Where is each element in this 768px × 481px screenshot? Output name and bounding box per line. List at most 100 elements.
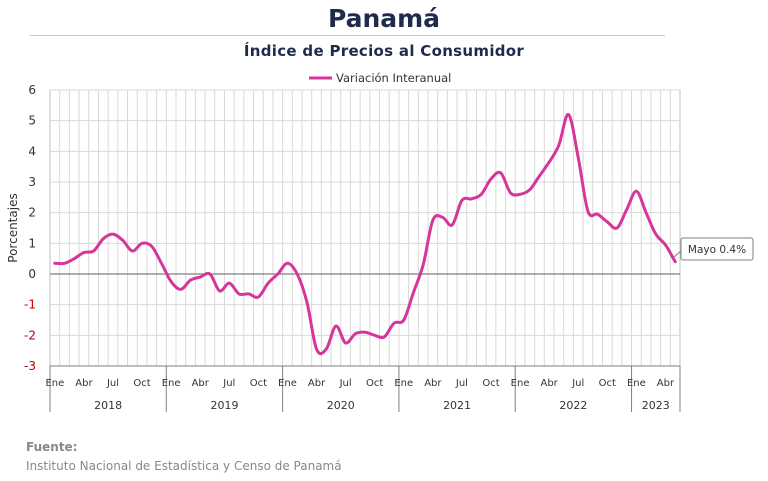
y-tick-label: 6 — [28, 83, 36, 97]
data-point — [199, 275, 202, 279]
data-point — [654, 232, 657, 236]
data-point — [363, 331, 367, 334]
data-point — [392, 321, 396, 325]
data-point — [150, 245, 153, 248]
callout: Mayo 0.4% — [673, 237, 754, 261]
y-tick-label: 1 — [28, 236, 36, 250]
y-axis-label: Porcentajes — [6, 193, 20, 262]
y-tick-label: 5 — [28, 114, 36, 128]
x-month-label: Ene — [511, 378, 530, 389]
x-month-label: Ene — [45, 378, 64, 389]
y-tick-label: -3 — [24, 359, 36, 373]
data-point — [237, 292, 241, 296]
x-month-label: Abr — [657, 378, 675, 389]
data-point — [131, 249, 134, 253]
x-month-label: Oct — [250, 378, 267, 389]
legend-label: Variación Interanual — [336, 71, 451, 85]
data-point — [625, 208, 628, 211]
legend: Variación Interanual — [309, 71, 451, 85]
x-month-label: Oct — [599, 378, 616, 389]
data-point — [73, 257, 76, 260]
data-point — [460, 199, 464, 202]
x-year-label: 2019 — [210, 399, 238, 412]
x-month-label: Ene — [394, 378, 413, 389]
y-tick-label: 4 — [28, 144, 36, 158]
data-point — [344, 341, 347, 345]
x-year-label: 2018 — [94, 399, 122, 412]
callout-label: Mayo 0.4% — [688, 244, 746, 256]
data-point — [489, 177, 493, 181]
chart-subtitle: Índice de Precios al Consumidor — [243, 42, 525, 60]
y-tick-label: 0 — [28, 267, 36, 281]
data-point — [92, 249, 95, 253]
data-point — [509, 191, 512, 194]
data-point — [160, 262, 163, 265]
title-divider — [30, 35, 665, 36]
x-month-label: Jul — [455, 378, 468, 389]
data-point — [63, 262, 66, 265]
data-point — [402, 318, 405, 322]
x-month-label: Jul — [571, 378, 584, 389]
data-point — [276, 272, 279, 276]
data-point — [208, 272, 212, 276]
x-axis: Ene Abr Jul Oct Ene Abr Jul Oct Ene Abr Jul Oct Ene A… — [45, 365, 681, 412]
x-month-label: Jul — [222, 378, 235, 389]
y-tick-label: 3 — [28, 175, 36, 189]
source-text: Instituto Nacional de Estadística y Cens… — [26, 459, 342, 473]
y-tick-label: 2 — [28, 206, 36, 220]
data-point — [305, 300, 308, 303]
plot-area-background — [49, 89, 681, 367]
data-point — [257, 295, 260, 299]
y-tick-label: -1 — [24, 298, 36, 312]
x-year-label: 2022 — [559, 399, 587, 412]
x-month-label: Ene — [278, 378, 297, 389]
data-point — [451, 223, 454, 227]
data-point — [179, 288, 182, 291]
data-point — [664, 243, 667, 247]
data-point — [518, 193, 522, 196]
data-point — [615, 226, 619, 230]
data-point — [102, 237, 105, 240]
data-point — [53, 262, 56, 265]
data-point — [635, 190, 638, 193]
data-point — [528, 188, 531, 191]
x-month-label: Ene — [627, 378, 646, 389]
x-month-label: Jul — [106, 378, 119, 389]
x-month-label: Oct — [482, 378, 499, 389]
callout-box — [680, 237, 754, 261]
data-point — [373, 334, 376, 337]
x-month-label: Abr — [75, 378, 93, 389]
data-point — [334, 324, 338, 328]
data-point — [644, 211, 648, 214]
x-month-label: Jul — [339, 378, 352, 389]
data-point — [325, 347, 328, 351]
x-month-label: Abr — [540, 378, 558, 389]
data-point — [674, 260, 677, 263]
data-point — [286, 262, 289, 265]
data-point — [470, 197, 473, 201]
data-point — [189, 278, 192, 282]
x-month-label: Abr — [424, 378, 442, 389]
data-point — [596, 213, 599, 216]
data-point — [499, 171, 502, 174]
x-month-label: Abr — [308, 378, 326, 389]
data-point — [586, 209, 590, 213]
data-point — [567, 113, 570, 116]
data-point — [441, 216, 444, 219]
data-point — [557, 144, 560, 147]
x-year-label: 2020 — [327, 399, 355, 412]
data-point — [140, 242, 144, 245]
data-point — [538, 174, 541, 178]
data-point — [577, 156, 580, 159]
x-month-label: Ene — [162, 378, 181, 389]
data-point — [354, 332, 357, 335]
data-point — [111, 232, 115, 236]
x-year-label: 2021 — [443, 399, 471, 412]
data-point — [548, 160, 551, 164]
data-point — [170, 280, 173, 283]
data-point — [247, 292, 250, 296]
data-point — [431, 219, 434, 222]
y-axis-ticks: 6 5 4 3 2 1 0 -1 -2 -3 — [24, 83, 36, 373]
data-point — [606, 220, 609, 224]
